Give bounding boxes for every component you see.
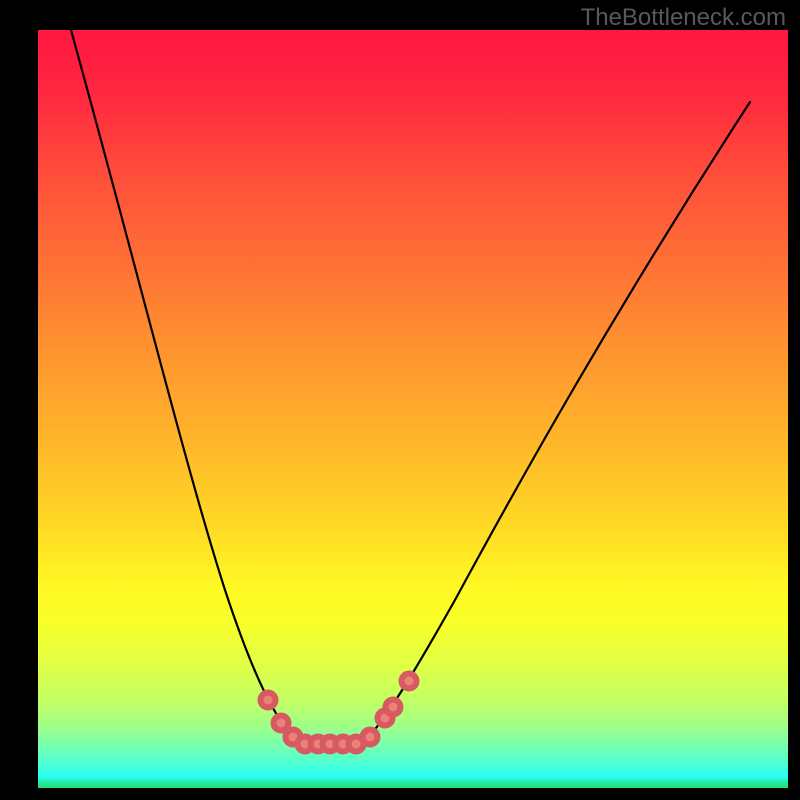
- chart-frame: TheBottleneck.com: [0, 0, 800, 800]
- data-marker: [261, 693, 276, 708]
- data-marker: [363, 730, 378, 745]
- watermark-text: TheBottleneck.com: [581, 4, 786, 32]
- data-marker: [386, 700, 401, 715]
- data-marker: [274, 716, 289, 731]
- valley-curve-segment: [71, 30, 334, 743]
- data-marker: [402, 674, 417, 689]
- curve-layer: [38, 30, 788, 788]
- valley-curve-segment: [334, 102, 750, 743]
- plot-area: [38, 30, 788, 788]
